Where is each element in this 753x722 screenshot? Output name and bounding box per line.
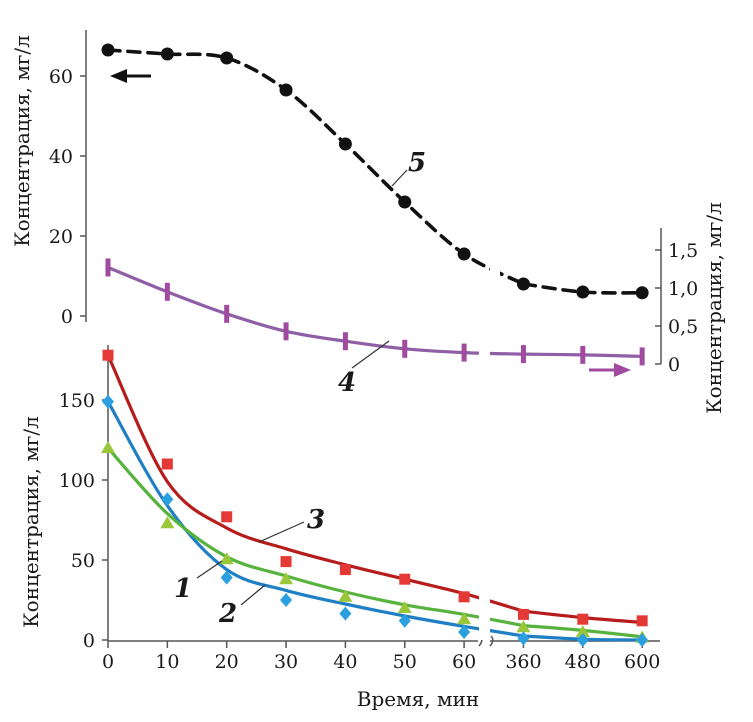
series-3-point bbox=[280, 556, 292, 568]
series-1-point bbox=[161, 492, 174, 507]
x-tick-label: 20 bbox=[215, 651, 239, 673]
series-5-point bbox=[101, 43, 115, 57]
series-3-point bbox=[399, 573, 411, 585]
leader-line-4 bbox=[351, 340, 390, 369]
x-tick-label: 10 bbox=[155, 651, 179, 673]
series-1-point bbox=[220, 570, 233, 585]
series-3-point bbox=[517, 608, 529, 620]
series-2-point bbox=[101, 441, 115, 453]
series-2-point bbox=[338, 589, 353, 602]
leader-line-1 bbox=[196, 560, 223, 579]
lower-y-tick-label: 50 bbox=[71, 550, 95, 572]
x-tick-label: 0 bbox=[102, 651, 114, 673]
series-2-curve-left bbox=[106, 446, 526, 628]
leader-line-3 bbox=[258, 521, 305, 543]
series-5-point bbox=[160, 47, 174, 61]
series-1-point bbox=[280, 593, 293, 607]
series-4-point bbox=[520, 345, 526, 364]
series-4-point bbox=[283, 322, 289, 341]
series-4-point bbox=[105, 258, 111, 277]
series-1-point bbox=[102, 394, 114, 409]
leader-line-2 bbox=[240, 584, 266, 606]
x-tick-label: 60 bbox=[452, 651, 476, 673]
x-tick-label: 50 bbox=[393, 651, 417, 673]
series-3-point bbox=[636, 615, 648, 627]
upper-left-y-axis-title: Концентрация, мг/л bbox=[10, 35, 34, 247]
upper-right-y-tick-label: 1,0 bbox=[668, 278, 698, 300]
series-4-point bbox=[639, 347, 645, 366]
series-2-point bbox=[279, 572, 294, 585]
series-1-point bbox=[636, 633, 649, 647]
series-1-point bbox=[458, 625, 471, 639]
series-3-curve-left bbox=[106, 353, 526, 613]
series-5-point bbox=[516, 277, 530, 291]
series-3-point bbox=[458, 591, 470, 603]
series-3-point bbox=[161, 458, 173, 470]
upper-left-y-tick-label: 60 bbox=[49, 66, 73, 88]
series-5-point bbox=[279, 83, 293, 97]
series-1-point bbox=[398, 613, 411, 628]
break-gap-mask bbox=[479, 340, 490, 640]
series-2-point bbox=[457, 612, 472, 625]
x-tick-label: 360 bbox=[505, 651, 541, 673]
series-4-point bbox=[461, 343, 467, 362]
series-5-point bbox=[398, 195, 412, 209]
series-5-point bbox=[457, 247, 471, 261]
x-tick-label: 600 bbox=[624, 651, 660, 673]
upper-right-y-tick-label: 0,5 bbox=[668, 316, 698, 338]
upper-left-y-tick-label: 20 bbox=[49, 226, 73, 248]
lower-y-axis-title: Концентрация, мг/л bbox=[19, 416, 43, 628]
curve-label-2: 2 bbox=[218, 599, 237, 629]
left-axis-arrow-head bbox=[110, 69, 127, 83]
curve-label-4: 4 bbox=[338, 368, 356, 398]
series-1-point bbox=[339, 606, 352, 621]
upper-right-y-axis-title: Концентрация, мг/л bbox=[702, 202, 726, 414]
curve-label-1: 1 bbox=[174, 574, 192, 604]
series-5-point bbox=[220, 51, 234, 65]
series-2-point bbox=[575, 625, 590, 637]
leader-line-5 bbox=[391, 169, 408, 187]
series-4-point bbox=[224, 304, 230, 323]
break-gap-mask-upper bbox=[490, 230, 500, 290]
series-4-point bbox=[580, 345, 586, 364]
series-2-point bbox=[219, 552, 234, 565]
x-tick-label: 40 bbox=[333, 651, 357, 673]
series-2-point bbox=[516, 620, 531, 633]
series-5-point bbox=[635, 286, 649, 300]
series-4-point bbox=[342, 332, 348, 351]
markers-layer bbox=[101, 43, 650, 647]
lower-y-tick-label: 0 bbox=[83, 630, 95, 652]
series-3-point bbox=[221, 511, 233, 523]
upper-left-y-tick-label: 40 bbox=[49, 146, 73, 168]
series-2-point bbox=[397, 601, 412, 613]
series-4-point bbox=[164, 282, 170, 301]
right-axis-arrow-head bbox=[614, 363, 631, 377]
upper-left-y-tick-label: 0 bbox=[61, 306, 73, 328]
lower-y-tick-label: 100 bbox=[59, 470, 95, 492]
lower-y-tick-label: 150 bbox=[59, 390, 95, 412]
series-2-point bbox=[160, 516, 175, 529]
series-4-point bbox=[402, 339, 408, 358]
series-1-point bbox=[517, 631, 530, 646]
curve-label-3: 3 bbox=[307, 505, 325, 535]
series-5-point bbox=[338, 137, 352, 151]
series-4-curve-left bbox=[106, 265, 526, 356]
series-5-point bbox=[576, 285, 590, 299]
curve-label-5: 5 bbox=[408, 148, 426, 178]
series-1-point bbox=[576, 633, 589, 647]
upper-right-y-tick-label: 1,5 bbox=[668, 240, 698, 262]
series-3-point bbox=[102, 349, 114, 361]
upper-right-y-tick-label: 0 bbox=[668, 354, 680, 376]
x-axis-title: Время, мин bbox=[357, 687, 479, 711]
x-tick-label: 480 bbox=[565, 651, 601, 673]
curves-layer bbox=[106, 48, 644, 642]
series-3-point bbox=[577, 613, 589, 625]
series-3-point bbox=[339, 564, 351, 576]
x-tick-label: 30 bbox=[274, 651, 298, 673]
